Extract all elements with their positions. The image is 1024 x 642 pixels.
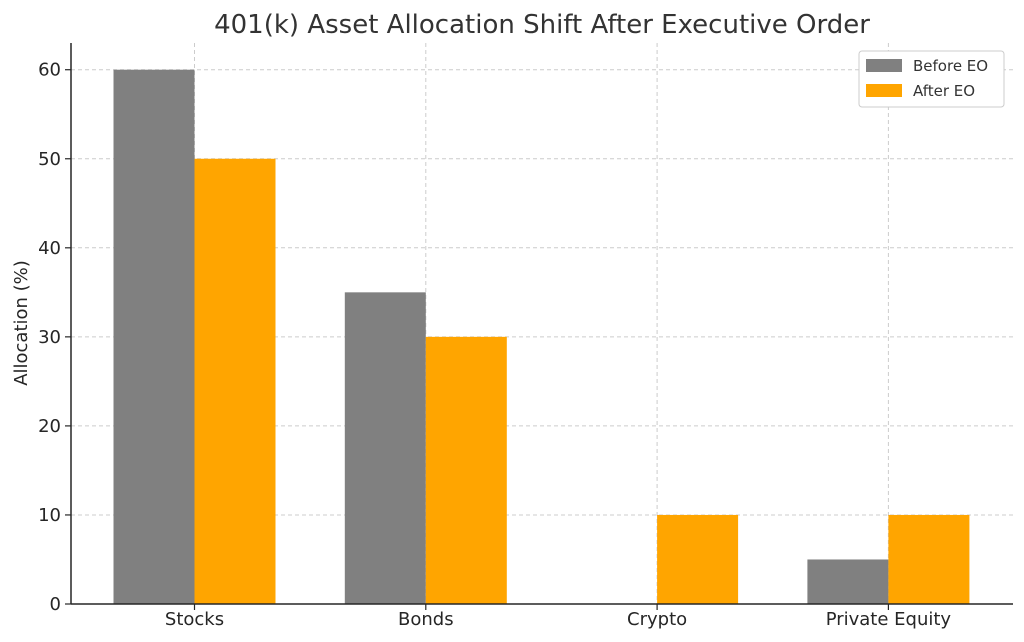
legend-label-before: Before EO [913,57,988,75]
legend-swatch-after [866,84,902,97]
y-tick-label: 50 [38,149,61,170]
y-tick-label: 10 [38,505,61,526]
legend-label-after: After EO [913,82,975,100]
x-tick-label: Crypto [627,609,687,630]
y-tick-label: 40 [38,238,61,259]
y-tick-label: 0 [50,594,61,615]
legend: Before EO After EO [858,50,1005,108]
legend-swatch-before [866,59,902,72]
y-tick-label: 30 [38,327,61,348]
x-ticks: Stocks Bonds Crypto Private Equity [165,604,952,630]
y-tick-label: 60 [38,60,61,81]
x-tick-label: Stocks [165,609,224,630]
chart-title: 401(k) Asset Allocation Shift After Exec… [214,10,870,40]
bar-after-eo-bonds [425,336,507,604]
y-tick-label: 20 [38,416,61,437]
x-tick-label: Bonds [398,609,454,630]
bar-before-eo-private-equity [807,559,889,604]
bar-after-eo-private-equity [888,514,970,604]
bar-after-eo-stocks [194,158,276,604]
y-ticks: 0 10 20 30 40 50 60 [38,60,71,615]
y-axis-label: Allocation (%) [11,260,32,386]
bar-before-eo-stocks [113,69,195,604]
bar-before-eo-bonds [344,292,426,604]
bars [113,69,970,604]
bar-after-eo-crypto [657,514,739,604]
x-tick-label: Private Equity [826,609,952,630]
